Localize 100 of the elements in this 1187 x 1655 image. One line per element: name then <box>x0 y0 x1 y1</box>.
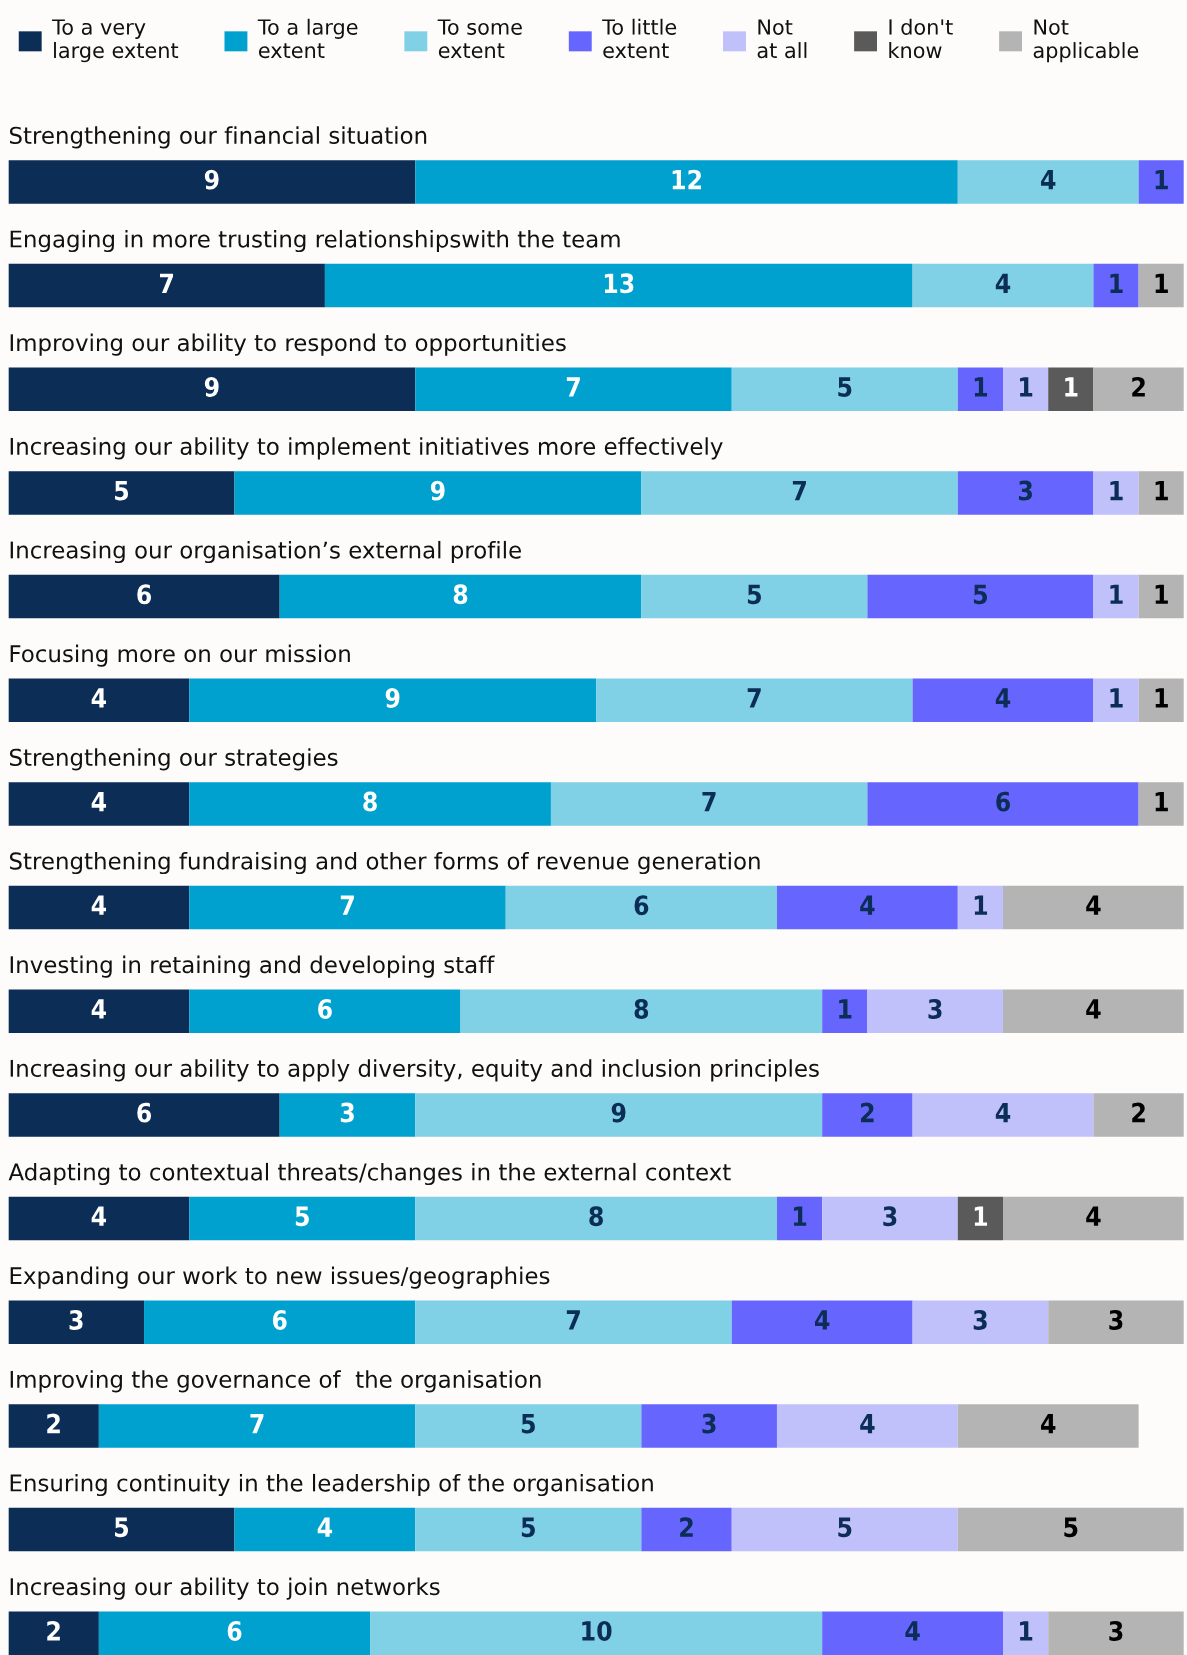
bar <box>415 367 732 412</box>
bar <box>731 1300 913 1345</box>
legend-label: To a large extent <box>257 18 358 59</box>
data-label: 6 <box>996 791 1010 812</box>
bar <box>731 1507 958 1552</box>
data-label: 4 <box>905 1621 920 1641</box>
data-label: 1 <box>1155 480 1168 501</box>
y-tick-label: Increasing our ability to apply diversity, equity and inclusion principles <box>10 1059 819 1082</box>
bar <box>1138 678 1184 723</box>
bar <box>912 1093 1094 1137</box>
y-tick-label: Improving the governance of the organisation <box>10 1370 541 1393</box>
data-label: 9 <box>611 1102 626 1123</box>
data-label: 1 <box>1110 273 1123 293</box>
bar <box>98 1404 416 1448</box>
data-label: 1 <box>1110 480 1123 501</box>
bar <box>1138 574 1184 619</box>
data-label: 4 <box>1086 999 1101 1019</box>
bar <box>1048 1611 1184 1655</box>
legend-label: Not applicable <box>1033 19 1139 63</box>
bar <box>505 885 777 930</box>
data-label: 3 <box>1018 480 1032 501</box>
bar <box>641 1404 777 1448</box>
bar <box>189 1196 416 1241</box>
data-label: 8 <box>634 998 649 1019</box>
data-label: 6 <box>318 998 332 1019</box>
data-label: 1 <box>1155 584 1168 604</box>
bar <box>415 1507 642 1552</box>
data-label: 9 <box>385 687 400 708</box>
y-tick-label: Expanding our work to new issues/geographies <box>10 1266 550 1289</box>
bar <box>189 989 461 1034</box>
data-label: 4 <box>91 791 107 812</box>
data-label: 6 <box>634 895 649 916</box>
data-label: 10 <box>582 1620 612 1641</box>
bar <box>1093 263 1139 308</box>
bar <box>776 1196 823 1241</box>
bar <box>8 1507 235 1552</box>
bar <box>8 367 416 412</box>
y-tick-label: Strengthening our financial situation <box>9 126 427 149</box>
data-label: 2 <box>47 1413 60 1434</box>
bar <box>731 367 958 412</box>
data-label: 9 <box>204 169 219 190</box>
data-label: 7 <box>340 895 354 915</box>
legend-label: I don't know <box>889 18 953 59</box>
data-label: 4 <box>91 688 107 708</box>
bar <box>8 782 190 826</box>
bar <box>8 263 325 308</box>
bar <box>1138 471 1184 515</box>
data-label: 2 <box>47 1620 60 1641</box>
bar <box>8 1093 280 1137</box>
data-label: 9 <box>430 480 445 501</box>
bar <box>957 1196 1003 1241</box>
y-tick-label: Increasing our ability to join networks <box>10 1577 440 1600</box>
bar <box>1138 263 1184 308</box>
data-label: 5 <box>115 1517 129 1538</box>
data-label: 4 <box>860 1413 875 1434</box>
data-label: 4 <box>91 1206 107 1226</box>
data-label: 1 <box>1020 1621 1033 1641</box>
bar <box>8 1300 145 1345</box>
data-label: 2 <box>1132 376 1145 397</box>
bar <box>8 989 190 1034</box>
bar <box>1093 1093 1184 1137</box>
data-label: 5 <box>115 480 129 501</box>
data-label: 6 <box>272 1309 287 1330</box>
data-label: 3 <box>1109 1309 1123 1330</box>
bar <box>8 678 190 723</box>
bar <box>867 989 1003 1034</box>
bar <box>370 1611 823 1655</box>
bar <box>8 160 416 204</box>
data-label: 1 <box>1110 584 1123 604</box>
bar <box>596 678 913 723</box>
legend-label: Not at all <box>757 19 807 59</box>
bar <box>234 1507 416 1552</box>
bar <box>460 989 823 1034</box>
y-tick-label: Adapting to contextual threats/changes in the external context <box>8 1162 731 1186</box>
data-label: 5 <box>521 1517 535 1538</box>
bar <box>1093 367 1184 412</box>
data-label: 1 <box>974 895 988 915</box>
legend-label: To a very large extent <box>52 19 179 63</box>
bar <box>957 1404 1139 1448</box>
bar <box>8 885 190 930</box>
bar <box>867 574 1094 619</box>
bar <box>867 782 1139 826</box>
bar <box>189 782 551 826</box>
bar <box>8 574 280 619</box>
bar <box>1093 678 1139 723</box>
data-label: 7 <box>250 1413 264 1434</box>
y-tick-label: Increasing our organisation’s external profile <box>10 540 521 564</box>
bar <box>641 1507 732 1552</box>
data-label: 1 <box>1155 273 1168 293</box>
data-label: 3 <box>702 1413 716 1434</box>
bar <box>822 989 868 1034</box>
data-label: 4 <box>91 895 107 915</box>
bar <box>1003 885 1184 930</box>
data-label: 5 <box>747 584 761 605</box>
bar <box>822 1093 913 1137</box>
data-label: 3 <box>883 1206 897 1227</box>
data-label: 5 <box>838 1517 852 1538</box>
data-label: 1 <box>974 377 988 397</box>
bar <box>1003 1611 1049 1655</box>
data-label: 8 <box>589 1206 603 1227</box>
